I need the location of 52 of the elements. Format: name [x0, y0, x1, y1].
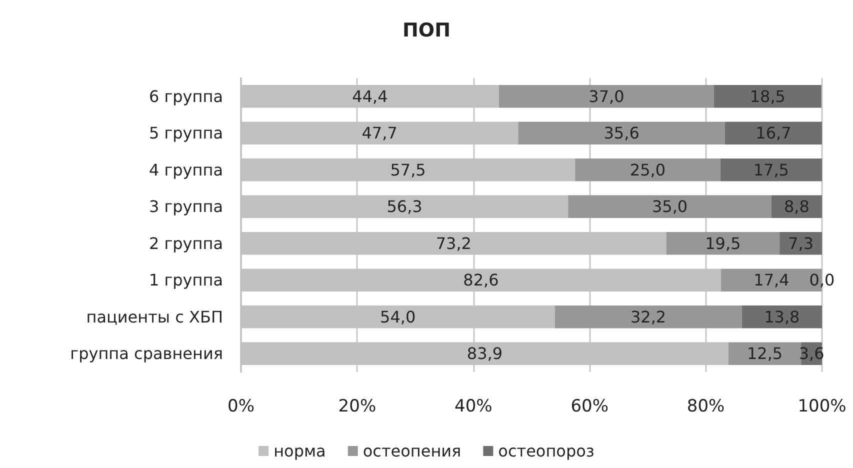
bar: [714, 84, 822, 108]
data-label: 8,8: [784, 197, 810, 216]
bar: [728, 342, 802, 366]
data-label: 25,0: [630, 160, 666, 180]
x-tick-label: 100%: [798, 396, 846, 416]
data-label: 82,6: [463, 270, 499, 290]
legend-label: остеопения: [362, 442, 462, 460]
bar: [575, 158, 720, 182]
legend-label: остеопороз: [498, 442, 594, 460]
y-tick-label: пациенты с ХБП: [86, 307, 223, 326]
y-tick-label: 3 группа: [148, 197, 223, 216]
x-tick-label: 40%: [454, 396, 492, 416]
x-tick-label: 60%: [570, 396, 608, 416]
y-tick-label: 1 группа: [148, 270, 223, 290]
bar: [518, 122, 725, 145]
x-tick-label: 0%: [228, 396, 254, 416]
chart-title: ПОП: [402, 20, 450, 42]
y-tick-label: группа сравнения: [70, 344, 223, 364]
data-label: 44,4: [352, 86, 388, 106]
bar: [666, 232, 780, 255]
data-label: 18,5: [750, 86, 786, 106]
data-label: 57,5: [390, 160, 426, 180]
y-tick-label: 4 группа: [148, 160, 223, 180]
bar: [554, 305, 742, 328]
data-label: 12,5: [746, 344, 783, 364]
data-label: 83,9: [466, 344, 503, 364]
data-label: 35,6: [604, 124, 640, 143]
data-label: 54,0: [380, 307, 416, 326]
legend-label: норма: [274, 442, 326, 460]
x-tick-label: 80%: [686, 396, 725, 416]
y-tick-label: 2 группа: [148, 234, 223, 253]
x-tick-label: 20%: [338, 396, 376, 416]
bar: [742, 305, 822, 328]
data-label: 19,5: [705, 234, 741, 253]
bar: [498, 84, 714, 108]
data-label: 35,0: [652, 197, 688, 216]
y-tick-label: 6 группа: [148, 86, 223, 106]
data-label: 47,7: [362, 124, 398, 143]
data-label: 32,2: [630, 307, 666, 326]
bar: [720, 158, 822, 182]
data-label: 73,2: [436, 234, 472, 253]
data-label: 56,3: [386, 197, 422, 216]
y-tick-label: 5 группа: [148, 124, 223, 143]
bar: [568, 195, 772, 218]
data-label: 17,4: [754, 270, 790, 290]
bar: [724, 122, 822, 145]
data-label: 37,0: [588, 86, 624, 106]
data-label: 16,7: [756, 124, 792, 143]
data-label: 17,5: [753, 160, 789, 180]
data-label: 13,8: [764, 307, 800, 326]
bar: [780, 232, 822, 255]
data-label: 7,3: [788, 234, 814, 253]
